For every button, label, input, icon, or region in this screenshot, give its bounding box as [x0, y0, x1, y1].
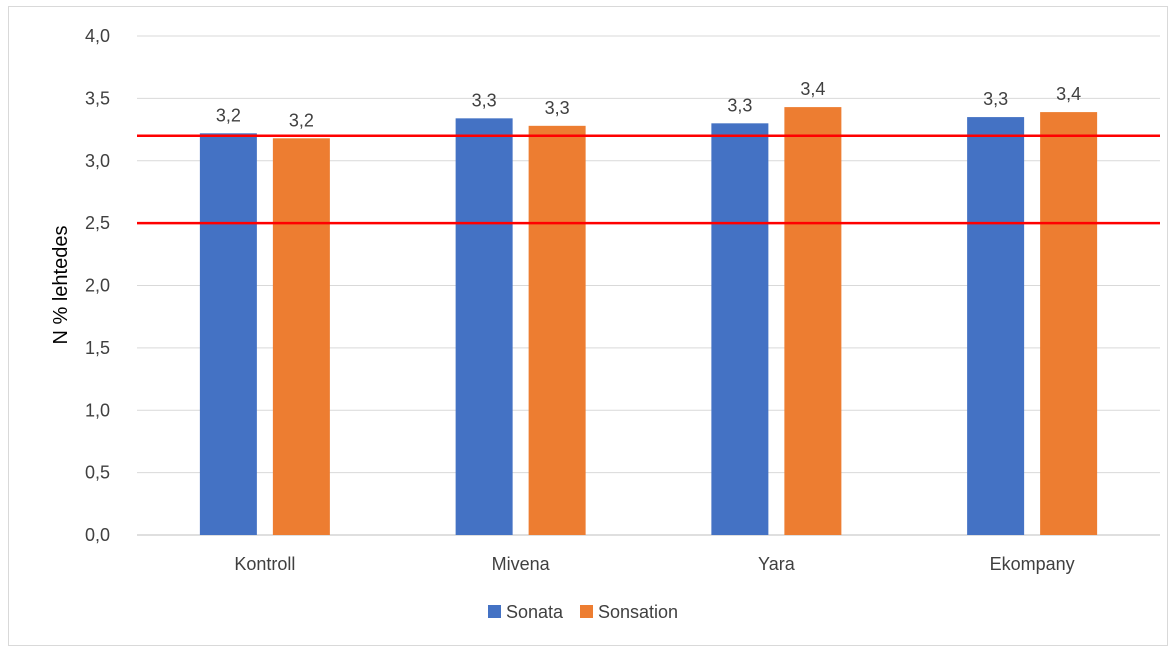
- y-axis-ticks: 0,0 0,5 1,0 1,5 2,0 2,5 3,0 3,5 4,0: [85, 26, 110, 545]
- data-label: 3,4: [1056, 84, 1081, 104]
- y-tick-label: 4,0: [85, 26, 110, 46]
- y-tick-label: 3,5: [85, 88, 110, 108]
- legend: Sonata Sonsation: [488, 602, 678, 622]
- bar-sonata-ekompany: [967, 117, 1025, 536]
- bar-sonsation-yara: [784, 107, 842, 536]
- legend-label-sonata: Sonata: [506, 602, 564, 622]
- data-label: 3,3: [727, 95, 752, 115]
- legend-swatch-sonata: [488, 605, 501, 618]
- y-tick-label: 0,0: [85, 525, 110, 545]
- data-label: 3,2: [216, 105, 241, 125]
- bar-sonata-mivena: [455, 118, 513, 536]
- data-label: 3,3: [472, 90, 497, 110]
- data-label: 3,2: [289, 110, 314, 130]
- y-tick-label: 3,0: [85, 151, 110, 171]
- data-label: 3,3: [983, 89, 1008, 109]
- legend-swatch-sonsation: [580, 605, 593, 618]
- legend-label-sonsation: Sonsation: [598, 602, 678, 622]
- x-tick-label: Mivena: [492, 554, 551, 574]
- y-tick-label: 1,5: [85, 338, 110, 358]
- bar-sonsation-kontroll: [272, 138, 330, 536]
- bars: [199, 107, 1098, 536]
- bar-sonsation-ekompany: [1040, 112, 1098, 535]
- x-tick-label: Yara: [758, 554, 796, 574]
- data-label: 3,3: [545, 98, 570, 118]
- y-tick-label: 1,0: [85, 400, 110, 420]
- y-tick-label: 2,5: [85, 213, 110, 233]
- x-tick-label: Kontroll: [234, 554, 295, 574]
- data-label: 3,4: [800, 79, 825, 99]
- y-tick-label: 2,0: [85, 276, 110, 296]
- bar-sonsation-mivena: [528, 125, 586, 535]
- bar-sonata-yara: [711, 123, 769, 535]
- x-axis-ticks: Kontroll Mivena Yara Ekompany: [234, 554, 1074, 574]
- y-tick-label: 0,5: [85, 463, 110, 483]
- y-axis-label: N % lehtedes: [50, 226, 72, 345]
- data-labels: 3,2 3,2 3,3 3,3 3,3 3,4 3,3 3,4: [216, 79, 1081, 130]
- x-tick-label: Ekompany: [990, 554, 1075, 574]
- bar-sonata-kontroll: [199, 133, 257, 535]
- reference-lines: [137, 130, 1160, 229]
